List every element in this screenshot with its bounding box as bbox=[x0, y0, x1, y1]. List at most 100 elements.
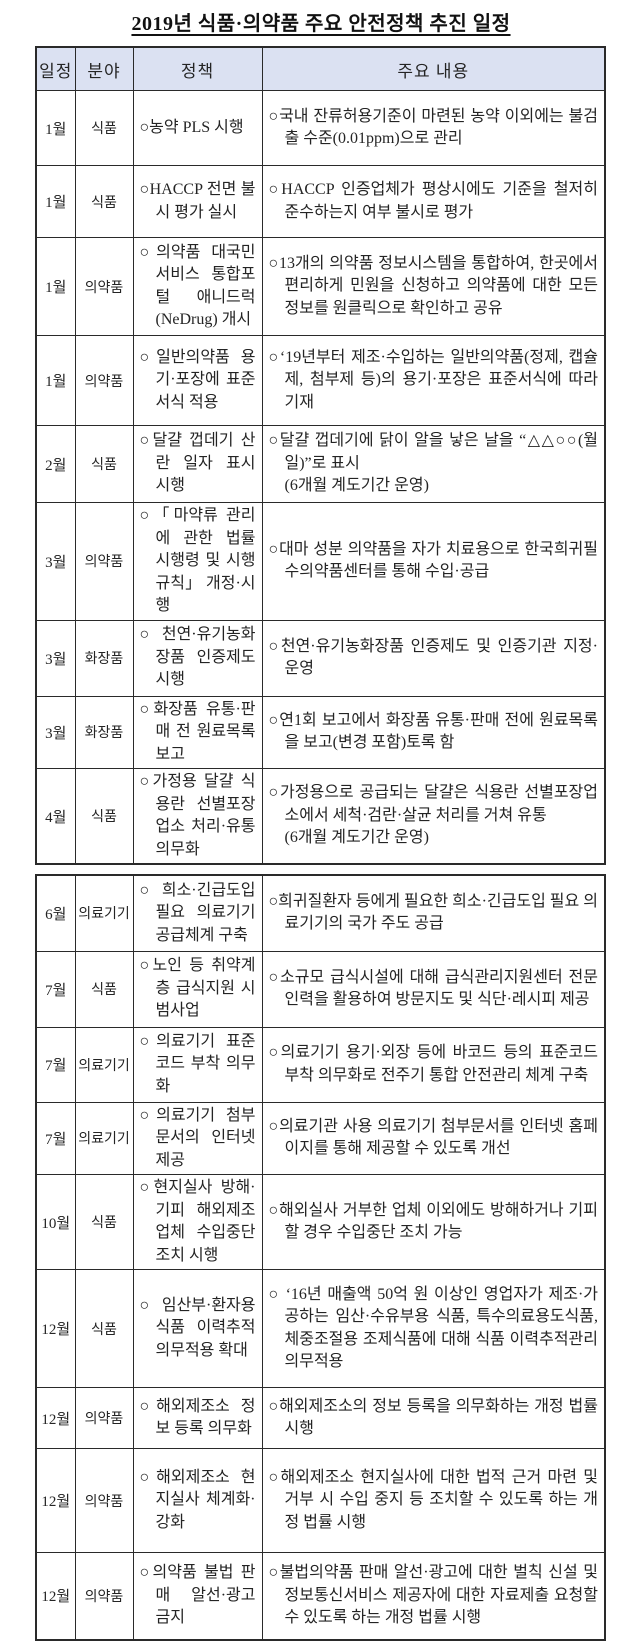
content-cell: ○가정용으로 공급되는 달걀은 식용란 선별포장업소에서 세척·검란·살균 처리… bbox=[261, 768, 606, 865]
content-cell: ○불법의약품 판매 알선·광고에 대한 벌칙 신설 및 정보통신서비스 제공자에… bbox=[261, 1552, 606, 1640]
month-cell: 3월 bbox=[35, 695, 76, 769]
field-cell: 의약품 bbox=[74, 502, 134, 621]
content-text: ○의료기관 사용 의료기기 첨부문서를 인터넷 홈페이지를 통해 제공할 수 있… bbox=[268, 1117, 599, 1158]
content-text: ○연1회 보고에서 화장품 유통·판매 전에 원료목록을 보고(변경 포함)토록… bbox=[268, 711, 599, 752]
policy-cell: ○희소·긴급도입 필요 의료기기 공급체계 구축 bbox=[132, 874, 263, 952]
content-text: ○소규모 급식시설에 대해 급식관리지원센터 전문 인력을 활용하여 방문지도 … bbox=[268, 968, 599, 1009]
table-row: 7월 식품 ○노인 등 취약계층 급식지원 시범사업 ○소규모 급식시설에 대해… bbox=[35, 950, 606, 1028]
month-cell: 2월 bbox=[35, 425, 76, 503]
content-text: ○해외제조소의 정보 등록을 의무화하는 개정 법률 시행 bbox=[268, 1397, 599, 1438]
content-cell: ○달걀 껍데기에 닭이 알을 낳은 날을 “△△○○(월일)”로 표시 (6개월… bbox=[261, 425, 606, 503]
policy-text: ○달걀 껍데기 산란 일자 표시 시행 bbox=[139, 432, 256, 495]
month-cell: 1월 bbox=[35, 165, 76, 238]
content-text: ○희귀질환자 등에게 필요한 희소·긴급도입 필요 의료기기의 국가 주도 공급 bbox=[268, 892, 599, 933]
table-row: 1월 의약품 ○의약품 대국민서비스 통합포털 애니드럭(NeDrug) 개시 … bbox=[35, 237, 606, 336]
field-cell: 식품 bbox=[74, 90, 134, 166]
page-title: 2019년 식품·의약품 주요 안전정책 추진 일정 bbox=[131, 13, 511, 35]
table-row: 2월 식품 ○달걀 껍데기 산란 일자 표시 시행 ○달걀 껍데기에 닭이 알을… bbox=[35, 425, 606, 503]
table-body-part2: 6월 의료기기 ○희소·긴급도입 필요 의료기기 공급체계 구축 ○희귀질환자 … bbox=[35, 874, 606, 1640]
policy-text: ○해외제조소 정보 등록 의무화 bbox=[139, 1397, 256, 1438]
policy-cell: ○의료기기 표준코드 부착 의무화 bbox=[132, 1026, 263, 1103]
field-cell: 의료기기 bbox=[74, 874, 134, 952]
content-cell: ○13개의 의약품 정보시스템을 통합하여, 한곳에서 편리하게 민원을 신청하… bbox=[261, 237, 606, 336]
month-cell: 7월 bbox=[35, 1026, 76, 1103]
table-row: 7월 의료기기 ○의료기기 표준코드 부착 의무화 ○의료기기 용기·외장 등에… bbox=[35, 1026, 606, 1103]
content-cell: ○HACCP 인증업체가 평상시에도 기준을 철저히 준수하는지 여부 불시로 … bbox=[261, 165, 606, 238]
policy-cell: ○현지실사 방해·기피 해외제조업체 수입중단 조치 시행 bbox=[132, 1174, 263, 1270]
policy-text: ○화장품 유통·판매 전 원료목록 보고 bbox=[139, 700, 256, 763]
field-cell: 의약품 bbox=[74, 237, 134, 336]
field-cell: 의약품 bbox=[74, 335, 134, 426]
policy-cell: ○HACCP 전면 불시 평가 실시 bbox=[132, 165, 263, 238]
policy-text: ○농약 PLS 시행 bbox=[139, 118, 244, 136]
content-cell: ○대마 성분 의약품을 자가 치료용으로 한국희귀필수의약품센터를 통해 수입·… bbox=[261, 502, 606, 621]
field-cell: 의료기기 bbox=[74, 1026, 134, 1103]
table-body-part1: 1월 식품 ○농약 PLS 시행 ○국내 잔류허용기준이 마련된 농약 이외에는… bbox=[35, 90, 606, 865]
policy-cell: ○달걀 껍데기 산란 일자 표시 시행 bbox=[132, 425, 263, 503]
content-cell: ○‘19년부터 제조·수입하는 일반의약품(정제, 캡슐제, 첨부제 등)의 용… bbox=[261, 335, 606, 426]
month-cell: 1월 bbox=[35, 90, 76, 166]
table-row: 3월 화장품 ○화장품 유통·판매 전 원료목록 보고 ○연1회 보고에서 화장… bbox=[35, 695, 606, 769]
table-row: 6월 의료기기 ○희소·긴급도입 필요 의료기기 공급체계 구축 ○희귀질환자 … bbox=[35, 874, 606, 952]
content-cell: ○해외제조소 현지실사에 대한 법적 근거 마련 및 거부 시 수입 중지 등 … bbox=[261, 1448, 606, 1553]
policy-cell: ○임산부·환자용 식품 이력추적 의무적용 확대 bbox=[132, 1269, 263, 1388]
policy-cell: ○의약품 대국민서비스 통합포털 애니드럭(NeDrug) 개시 bbox=[132, 237, 263, 336]
table-row: 3월 의약품 ○「마약류 관리에 관한 법률 시행령 및 시행규칙」 개정·시행… bbox=[35, 502, 606, 621]
table-row: 10월 식품 ○현지실사 방해·기피 해외제조업체 수입중단 조치 시행 ○해외… bbox=[35, 1174, 606, 1270]
field-cell: 의약품 bbox=[74, 1448, 134, 1553]
policy-text: ○천연·유기농화장품 인증제도 시행 bbox=[139, 626, 256, 689]
month-cell: 4월 bbox=[35, 768, 76, 865]
table-row: 1월 식품 ○HACCP 전면 불시 평가 실시 ○HACCP 인증업체가 평상… bbox=[35, 165, 606, 238]
field-cell: 식품 bbox=[74, 950, 134, 1028]
month-cell: 7월 bbox=[35, 950, 76, 1028]
field-cell: 의약품 bbox=[74, 1552, 134, 1640]
table-row: 12월 의약품 ○의약품 불법 판매 알선·광고 금지 ○불법의약품 판매 알선… bbox=[35, 1552, 606, 1640]
policy-text: ○의약품 불법 판매 알선·광고 금지 bbox=[139, 1564, 256, 1626]
content-text: ○의료기기 용기·외장 등에 바코드 등의 표준코드 부착 의무화로 전주기 통… bbox=[268, 1044, 599, 1084]
content-text: ○가정용으로 공급되는 달걀은 식용란 선별포장업소에서 세척·검란·살균 처리… bbox=[268, 784, 599, 847]
content-cell: ○국내 잔류허용기준이 마련된 농약 이외에는 불검출 수준(0.01ppm)으… bbox=[261, 90, 606, 166]
field-cell: 식품 bbox=[74, 165, 134, 238]
field-cell: 의약품 bbox=[74, 1387, 134, 1449]
month-cell: 12월 bbox=[35, 1387, 76, 1449]
month-cell: 3월 bbox=[35, 619, 76, 697]
table-row: 1월 의약품 ○일반의약품 용기·포장에 표준서식 적용 ○‘19년부터 제조·… bbox=[35, 335, 606, 426]
content-text: ○해외제조소 현지실사에 대한 법적 근거 마련 및 거부 시 수입 중지 등 … bbox=[268, 1468, 599, 1531]
content-cell: ○천연·유기농화장품 인증제도 및 인증기관 지정·운영 bbox=[261, 619, 606, 697]
policy-cell: ○「마약류 관리에 관한 법률 시행령 및 시행규칙」 개정·시행 bbox=[132, 502, 263, 621]
policy-text: ○해외제조소 현지실사 체계화·강화 bbox=[139, 1468, 256, 1531]
month-cell: 1월 bbox=[35, 335, 76, 426]
field-cell: 식품 bbox=[74, 1269, 134, 1388]
policy-cell: ○가정용 달걀 식용란 선별포장업소 처리·유통 의무화 bbox=[132, 768, 263, 865]
content-text: ○ ‘16년 매출액 50억 원 이상인 영업자가 제조·가공하는 임산·수유부… bbox=[268, 1285, 599, 1371]
content-text: ○불법의약품 판매 알선·광고에 대한 벌칙 신설 및 정보통신서비스 제공자에… bbox=[268, 1564, 599, 1626]
table-row: 4월 식품 ○가정용 달걀 식용란 선별포장업소 처리·유통 의무화 ○가정용으… bbox=[35, 768, 606, 865]
content-text: ○달걀 껍데기에 닭이 알을 낳은 날을 “△△○○(월일)”로 표시 (6개월… bbox=[268, 432, 599, 495]
table-header: 일정 분야 정책 주요 내용 bbox=[35, 46, 606, 91]
policy-text: ○HACCP 전면 불시 평가 실시 bbox=[139, 181, 256, 221]
field-cell: 식품 bbox=[74, 1174, 134, 1270]
header-cell-field: 분야 bbox=[74, 46, 134, 91]
policy-cell: ○해외제조소 정보 등록 의무화 bbox=[132, 1387, 263, 1449]
policy-text: ○「마약류 관리에 관한 법률 시행령 및 시행규칙」 개정·시행 bbox=[139, 507, 256, 614]
policy-text: ○희소·긴급도입 필요 의료기기 공급체계 구축 bbox=[139, 881, 256, 944]
content-cell: ○희귀질환자 등에게 필요한 희소·긴급도입 필요 의료기기의 국가 주도 공급 bbox=[261, 874, 606, 952]
header-cell-policy: 정책 bbox=[132, 46, 263, 91]
policy-text: ○임산부·환자용 식품 이력추적 의무적용 확대 bbox=[139, 1296, 256, 1359]
policy-text: ○일반의약품 용기·포장에 표준서식 적용 bbox=[139, 348, 256, 411]
month-cell: 10월 bbox=[35, 1174, 76, 1270]
month-cell: 12월 bbox=[35, 1269, 76, 1388]
table-row: 12월 의약품 ○해외제조소 정보 등록 의무화 ○해외제조소의 정보 등록을 … bbox=[35, 1387, 606, 1449]
content-text: ○‘19년부터 제조·수입하는 일반의약품(정제, 캡슐제, 첨부제 등)의 용… bbox=[268, 348, 599, 411]
content-cell: ○소규모 급식시설에 대해 급식관리지원센터 전문 인력을 활용하여 방문지도 … bbox=[261, 950, 606, 1028]
policy-cell: ○화장품 유통·판매 전 원료목록 보고 bbox=[132, 695, 263, 769]
month-cell: 7월 bbox=[35, 1101, 76, 1175]
policy-text: ○의료기기 표준코드 부착 의무화 bbox=[139, 1032, 256, 1095]
header-cell-schedule: 일정 bbox=[35, 46, 76, 91]
table-row: 7월 의료기기 ○의료기기 첨부문서의 인터넷 제공 ○의료기관 사용 의료기기… bbox=[35, 1101, 606, 1175]
content-text: ○13개의 의약품 정보시스템을 통합하여, 한곳에서 편리하게 민원을 신청하… bbox=[268, 254, 599, 317]
content-cell: ○해외제조소의 정보 등록을 의무화하는 개정 법률 시행 bbox=[261, 1387, 606, 1449]
policy-cell: ○노인 등 취약계층 급식지원 시범사업 bbox=[132, 950, 263, 1028]
policy-cell: ○천연·유기농화장품 인증제도 시행 bbox=[132, 619, 263, 697]
